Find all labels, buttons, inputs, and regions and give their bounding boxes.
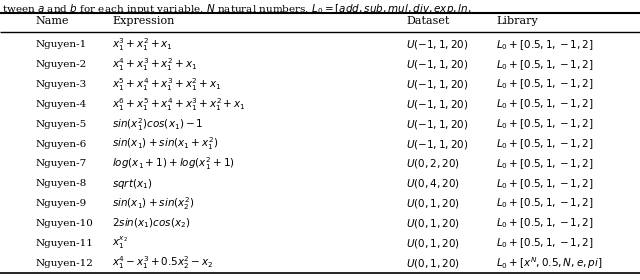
Text: $U(0,1,20)$: $U(0,1,20)$ [406,256,460,270]
Text: $L_0+[x^N,0.5,N,e,pi]$: $L_0+[x^N,0.5,N,e,pi]$ [496,255,602,271]
Text: Nguyen-5: Nguyen-5 [35,120,86,129]
Text: $U(0,2,20)$: $U(0,2,20)$ [406,157,460,171]
Text: $L_0+[0.5,1,-1,2]$: $L_0+[0.5,1,-1,2]$ [496,97,594,111]
Text: $L_0+[0.5,1,-1,2]$: $L_0+[0.5,1,-1,2]$ [496,58,594,72]
Text: Nguyen-8: Nguyen-8 [35,179,86,188]
Text: $x_1^5+x_1^4+x_1^3+x_1^2+x_1$: $x_1^5+x_1^4+x_1^3+x_1^2+x_1$ [112,76,221,93]
Text: Nguyen-4: Nguyen-4 [35,100,86,109]
Text: $L_0+[0.5,1,-1,2]$: $L_0+[0.5,1,-1,2]$ [496,38,594,52]
Text: $U(0,1,20)$: $U(0,1,20)$ [406,217,460,230]
Text: Name: Name [35,16,68,26]
Text: $L_0+[0.5,1,-1,2]$: $L_0+[0.5,1,-1,2]$ [496,78,594,92]
Text: Nguyen-6: Nguyen-6 [35,140,86,149]
Text: $L_0+[0.5,1,-1,2]$: $L_0+[0.5,1,-1,2]$ [496,137,594,151]
Text: $U(0,1,20)$: $U(0,1,20)$ [406,197,460,210]
Text: $U(0,1,20)$: $U(0,1,20)$ [406,237,460,250]
Text: $L_0+[0.5,1,-1,2]$: $L_0+[0.5,1,-1,2]$ [496,157,594,171]
Text: $sin(x_1)+sin(x_1+x_1^2)$: $sin(x_1)+sin(x_1+x_1^2)$ [112,136,218,153]
Text: $log(x_1+1)+log(x_1^2+1)$: $log(x_1+1)+log(x_1^2+1)$ [112,155,235,172]
Text: $x_1^6+x_1^5+x_1^4+x_1^3+x_1^2+x_1$: $x_1^6+x_1^5+x_1^4+x_1^3+x_1^2+x_1$ [112,96,246,113]
Text: $x_1^4+x_1^3+x_1^2+x_1$: $x_1^4+x_1^3+x_1^2+x_1$ [112,56,197,73]
Text: Nguyen-11: Nguyen-11 [35,239,93,248]
Text: $x_1^4-x_1^3+0.5x_2^2-x_2$: $x_1^4-x_1^3+0.5x_2^2-x_2$ [112,255,214,272]
Text: $sqrt(x_1)$: $sqrt(x_1)$ [112,177,152,191]
Text: $L_0+[0.5,1,-1,2]$: $L_0+[0.5,1,-1,2]$ [496,236,594,250]
Text: Nguyen-12: Nguyen-12 [35,259,93,268]
Text: $L_0+[0.5,1,-1,2]$: $L_0+[0.5,1,-1,2]$ [496,197,594,211]
Text: $U(-1,1,20)$: $U(-1,1,20)$ [406,38,469,52]
Text: $U(-1,1,20)$: $U(-1,1,20)$ [406,78,469,91]
Text: $L_0+[0.5,1,-1,2]$: $L_0+[0.5,1,-1,2]$ [496,177,594,191]
Text: Library: Library [496,16,538,26]
Text: $x_1^3+x_1^2+x_1$: $x_1^3+x_1^2+x_1$ [112,36,173,53]
Text: Nguyen-10: Nguyen-10 [35,219,93,228]
Text: $L_0+[0.5,1,-1,2]$: $L_0+[0.5,1,-1,2]$ [496,117,594,131]
Text: $sin(x_1)+sin(x_2^2)$: $sin(x_1)+sin(x_2^2)$ [112,195,195,212]
Text: tween $a$ and $b$ for each input variable, $N$ natural numbers, $L_0=[add,sub,mu: tween $a$ and $b$ for each input variabl… [2,2,472,16]
Text: Nguyen-3: Nguyen-3 [35,80,86,89]
Text: Expression: Expression [112,16,174,26]
Text: $U(-1,1,20)$: $U(-1,1,20)$ [406,118,469,131]
Text: Nguyen-1: Nguyen-1 [35,40,86,49]
Text: $sin(x_1^2)cos(x_1)-1$: $sin(x_1^2)cos(x_1)-1$ [112,116,204,133]
Text: Nguyen-2: Nguyen-2 [35,60,86,69]
Text: $U(0,4,20)$: $U(0,4,20)$ [406,177,460,190]
Text: Nguyen-9: Nguyen-9 [35,199,86,208]
Text: $x_1^{x_2}$: $x_1^{x_2}$ [112,235,128,251]
Text: $U(-1,1,20)$: $U(-1,1,20)$ [406,98,469,111]
Text: Nguyen-7: Nguyen-7 [35,159,86,168]
Text: $U(-1,1,20)$: $U(-1,1,20)$ [406,137,469,151]
Text: $2sin(x_1)cos(x_2)$: $2sin(x_1)cos(x_2)$ [112,217,190,230]
Text: $U(-1,1,20)$: $U(-1,1,20)$ [406,58,469,71]
Text: Dataset: Dataset [406,16,450,26]
Text: $L_0+[0.5,1,-1,2]$: $L_0+[0.5,1,-1,2]$ [496,216,594,230]
